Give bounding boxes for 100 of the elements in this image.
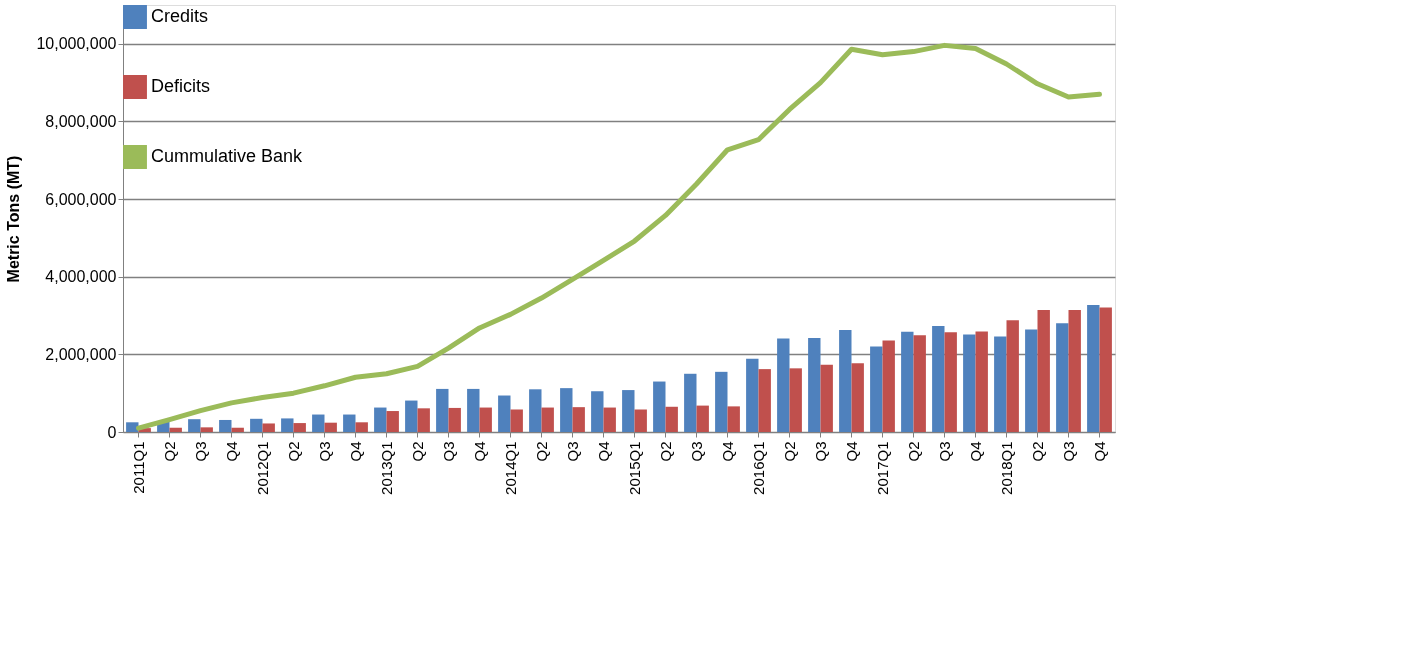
bar [777,338,790,432]
bar [1025,329,1038,432]
bar [355,422,368,432]
bar [324,422,337,432]
bar [188,419,201,432]
bar [479,407,492,432]
y-tick-label: 2,000,000 [45,345,117,363]
bar [758,369,771,432]
x-tick-label: Q4 [594,441,612,462]
bar [882,340,895,432]
legend-label: Cummulative Bank [151,146,304,166]
x-tick-label: 2012Q1 [253,441,271,495]
x-tick-label: Q4 [718,441,736,462]
bar [529,389,542,432]
bar [634,409,647,432]
x-tick-label: Q4 [222,441,240,462]
bar [913,335,926,432]
x-tick-label: Q3 [1059,441,1077,462]
x-tick-label: Q4 [346,441,364,462]
x-tick-label: Q2 [904,441,922,462]
bar [994,336,1007,432]
y-tick-label: 0 [107,423,117,441]
bar [870,346,883,432]
bar [572,407,585,432]
bar [231,427,244,432]
bar [789,368,802,432]
bar [839,329,852,432]
bar [448,407,461,432]
x-tick-label: 2017Q1 [873,441,891,495]
x-tick-label: Q3 [687,441,705,462]
x-tick-label: Q3 [315,441,333,462]
y-tick-label: 8,000,000 [45,112,117,130]
bar [405,400,418,432]
bar [560,388,573,432]
bar [262,423,275,432]
bar [696,405,709,432]
y-axis-title: Metric Tons (MT) [5,155,23,283]
x-tick-label: Q2 [532,441,550,462]
x-tick-label: Q3 [439,441,457,462]
x-tick-label: Q4 [966,441,984,462]
x-tick-label: Q2 [780,441,798,462]
bar [541,407,554,432]
bar [622,390,635,432]
x-tick-label: Q2 [1028,441,1046,462]
bar [932,326,945,432]
bar [126,422,139,432]
bar [374,407,387,432]
x-tick-label: Q2 [656,441,674,462]
bar [281,418,294,432]
bar [200,427,213,432]
bar [467,388,480,432]
bar [417,408,430,432]
x-tick-label: Q4 [470,441,488,462]
bar [1037,310,1050,432]
bar [1087,305,1100,432]
bar [510,409,523,432]
x-tick-label: Q2 [160,441,178,462]
bar [808,338,821,432]
bar [653,381,666,432]
bar [293,423,306,432]
bar [901,331,914,432]
x-tick-label: Q3 [935,441,953,462]
bar [963,334,976,432]
bar [1006,320,1019,432]
y-tick-label: 6,000,000 [45,190,117,208]
bar [746,358,759,432]
x-tick-label: 2018Q1 [997,441,1015,495]
bar [944,332,957,432]
bar [1056,323,1069,432]
x-tick-label: 2014Q1 [501,441,519,495]
x-tick-label: 2011Q1 [129,441,147,494]
x-tick-label: Q2 [284,441,302,462]
bar [169,427,182,432]
x-tick-label: Q4 [842,441,860,462]
bar [312,414,325,432]
bar [715,371,728,432]
x-tick-label: 2016Q1 [749,441,767,495]
x-tick-label: Q2 [408,441,426,462]
bar [684,373,697,432]
x-tick-label: Q3 [811,441,829,462]
bar [591,391,604,432]
bar [975,331,988,432]
x-tick-label: Q3 [563,441,581,462]
bar [665,406,678,432]
x-tick-label: Q3 [191,441,209,462]
y-tick-label: 10,000,000 [36,35,117,53]
bar [1068,310,1081,432]
legend-label: Credits [151,6,209,26]
x-tick-label: 2013Q1 [377,441,395,495]
legend-label: Deficits [151,76,211,96]
x-tick-label: 2015Q1 [625,441,643,495]
bar [436,388,449,432]
bar [851,363,864,432]
bar [250,418,263,432]
bar [219,419,232,432]
bar [343,414,356,432]
bar [1099,307,1112,432]
bar [498,395,511,432]
bar [386,411,399,432]
y-tick-label: 4,000,000 [45,268,117,286]
